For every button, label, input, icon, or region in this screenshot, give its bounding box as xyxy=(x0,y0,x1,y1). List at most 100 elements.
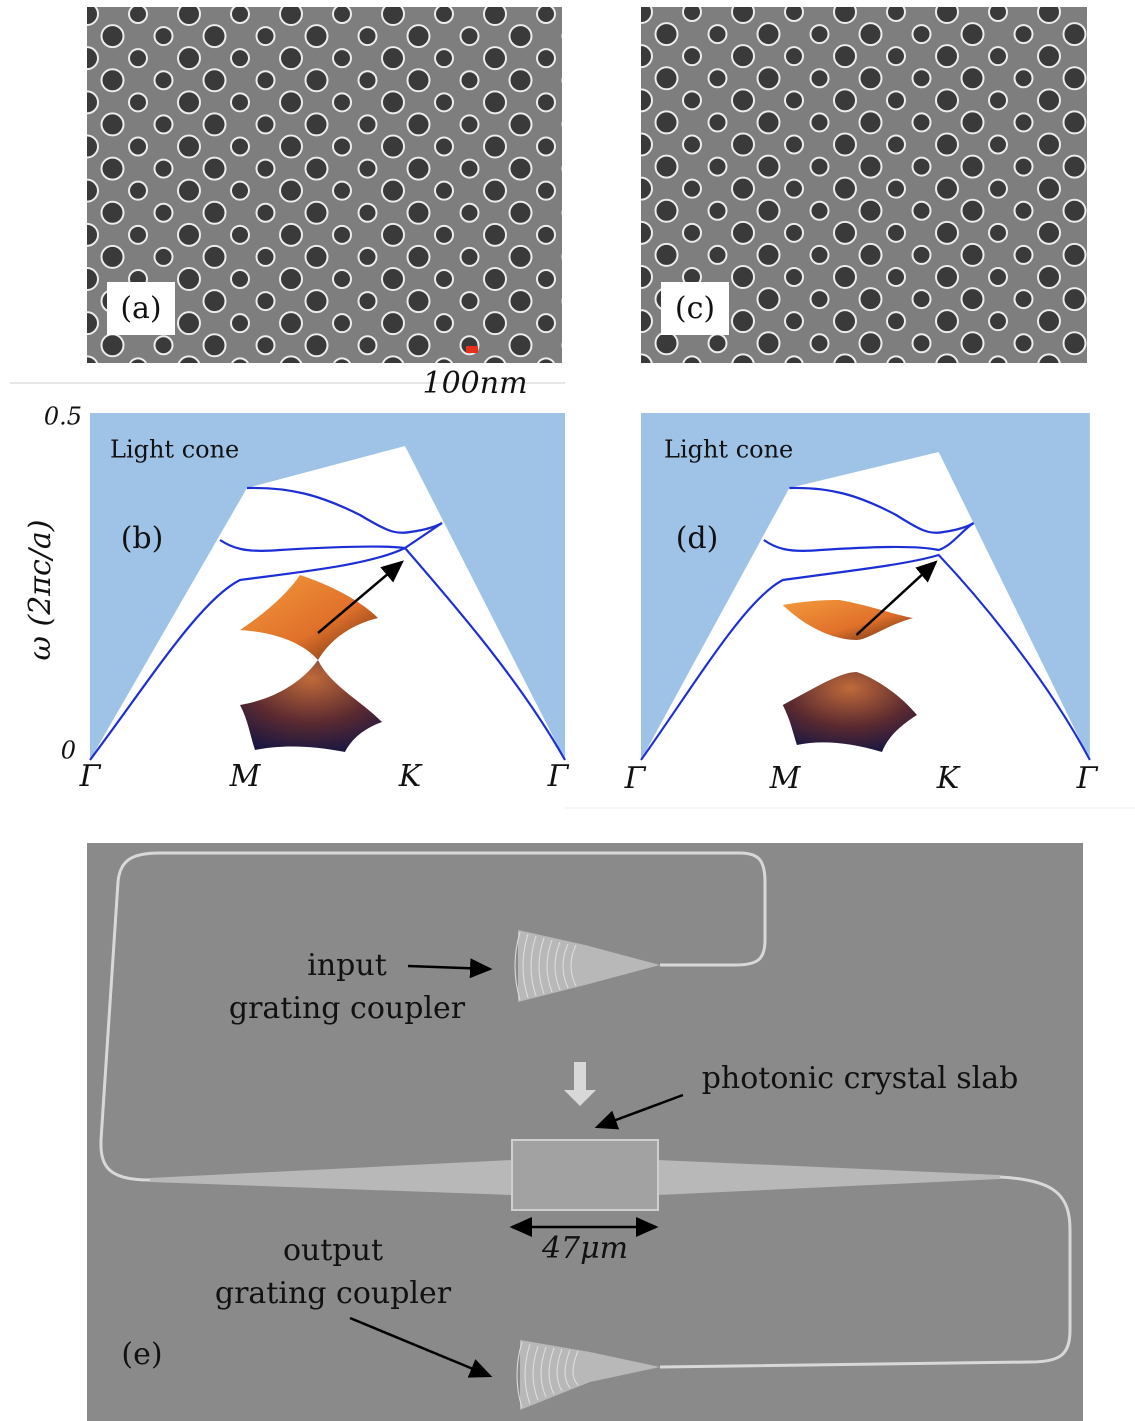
hole xyxy=(607,334,625,352)
hole xyxy=(989,312,1007,330)
hole xyxy=(936,178,958,200)
hole xyxy=(936,354,958,376)
hole xyxy=(408,113,430,135)
hole xyxy=(178,135,200,157)
hole xyxy=(732,354,754,376)
hole xyxy=(913,334,931,352)
hole xyxy=(612,113,634,135)
hole xyxy=(732,1,754,23)
hole xyxy=(785,312,803,330)
hole xyxy=(537,137,555,155)
hole xyxy=(461,204,479,222)
hole xyxy=(1117,378,1135,396)
hole xyxy=(537,226,555,244)
hole xyxy=(280,47,302,69)
hole xyxy=(1015,202,1033,220)
hole xyxy=(962,332,984,354)
hole xyxy=(563,204,581,222)
hole xyxy=(887,312,905,330)
hole xyxy=(709,378,727,396)
hole xyxy=(257,71,275,89)
panel-label: (a) xyxy=(120,291,161,326)
hole xyxy=(204,69,226,91)
hole xyxy=(683,91,701,109)
hole xyxy=(53,71,71,89)
hole xyxy=(178,224,200,246)
hole xyxy=(586,312,608,334)
hole xyxy=(333,270,351,288)
hole xyxy=(683,356,701,374)
hole xyxy=(129,137,147,155)
hole xyxy=(408,25,430,47)
hole xyxy=(306,334,328,356)
hole xyxy=(607,202,625,220)
hole xyxy=(913,69,931,87)
hole xyxy=(129,93,147,111)
hole xyxy=(581,312,599,330)
hole xyxy=(306,378,328,400)
hole xyxy=(333,226,351,244)
hole xyxy=(581,268,599,286)
hole xyxy=(1117,158,1135,176)
hole xyxy=(936,310,958,332)
hole xyxy=(484,135,506,157)
hole xyxy=(1064,288,1086,310)
hole xyxy=(1038,222,1060,244)
hole xyxy=(204,158,226,180)
hole xyxy=(102,69,124,91)
hole xyxy=(630,133,652,155)
hole xyxy=(656,111,678,133)
hole xyxy=(732,89,754,111)
hole xyxy=(709,113,727,131)
hole xyxy=(607,378,625,396)
hole xyxy=(612,202,634,224)
hole xyxy=(683,180,701,198)
hole xyxy=(1117,246,1135,264)
hole xyxy=(306,202,328,224)
hole xyxy=(280,180,302,202)
hole xyxy=(785,180,803,198)
hole xyxy=(155,71,173,89)
hole xyxy=(612,158,634,180)
hole xyxy=(913,113,931,131)
hole xyxy=(785,268,803,286)
hole xyxy=(758,376,780,398)
hole xyxy=(537,93,555,111)
hole xyxy=(913,25,931,43)
hole xyxy=(333,314,351,332)
hole xyxy=(27,93,45,111)
y-tick-label: 0.5 xyxy=(44,403,82,431)
hole xyxy=(586,224,608,246)
hole xyxy=(1064,67,1086,89)
hole xyxy=(178,91,200,113)
hole xyxy=(1038,89,1060,111)
hole xyxy=(257,248,275,266)
hole xyxy=(53,248,71,266)
hole xyxy=(1091,224,1109,242)
hole xyxy=(936,133,958,155)
hole xyxy=(359,204,377,222)
hole xyxy=(834,133,856,155)
hole xyxy=(76,3,98,25)
hole xyxy=(732,266,754,288)
hole xyxy=(563,380,581,398)
hole xyxy=(709,25,727,43)
hole xyxy=(860,67,882,89)
hole xyxy=(1064,244,1086,266)
hole xyxy=(27,314,45,332)
hole xyxy=(408,69,430,91)
hole xyxy=(231,358,249,376)
hole xyxy=(758,244,780,266)
hole xyxy=(989,224,1007,242)
hole xyxy=(510,334,532,356)
x-tick-label: Γ xyxy=(624,761,647,796)
hole xyxy=(1091,400,1109,418)
hole xyxy=(102,25,124,47)
panel-label: (b) xyxy=(121,521,164,556)
hole xyxy=(656,67,678,89)
photonic-crystal-slab xyxy=(512,1140,658,1210)
hole xyxy=(178,268,200,290)
hole xyxy=(76,180,98,202)
hole xyxy=(1091,91,1109,109)
hole xyxy=(709,246,727,264)
